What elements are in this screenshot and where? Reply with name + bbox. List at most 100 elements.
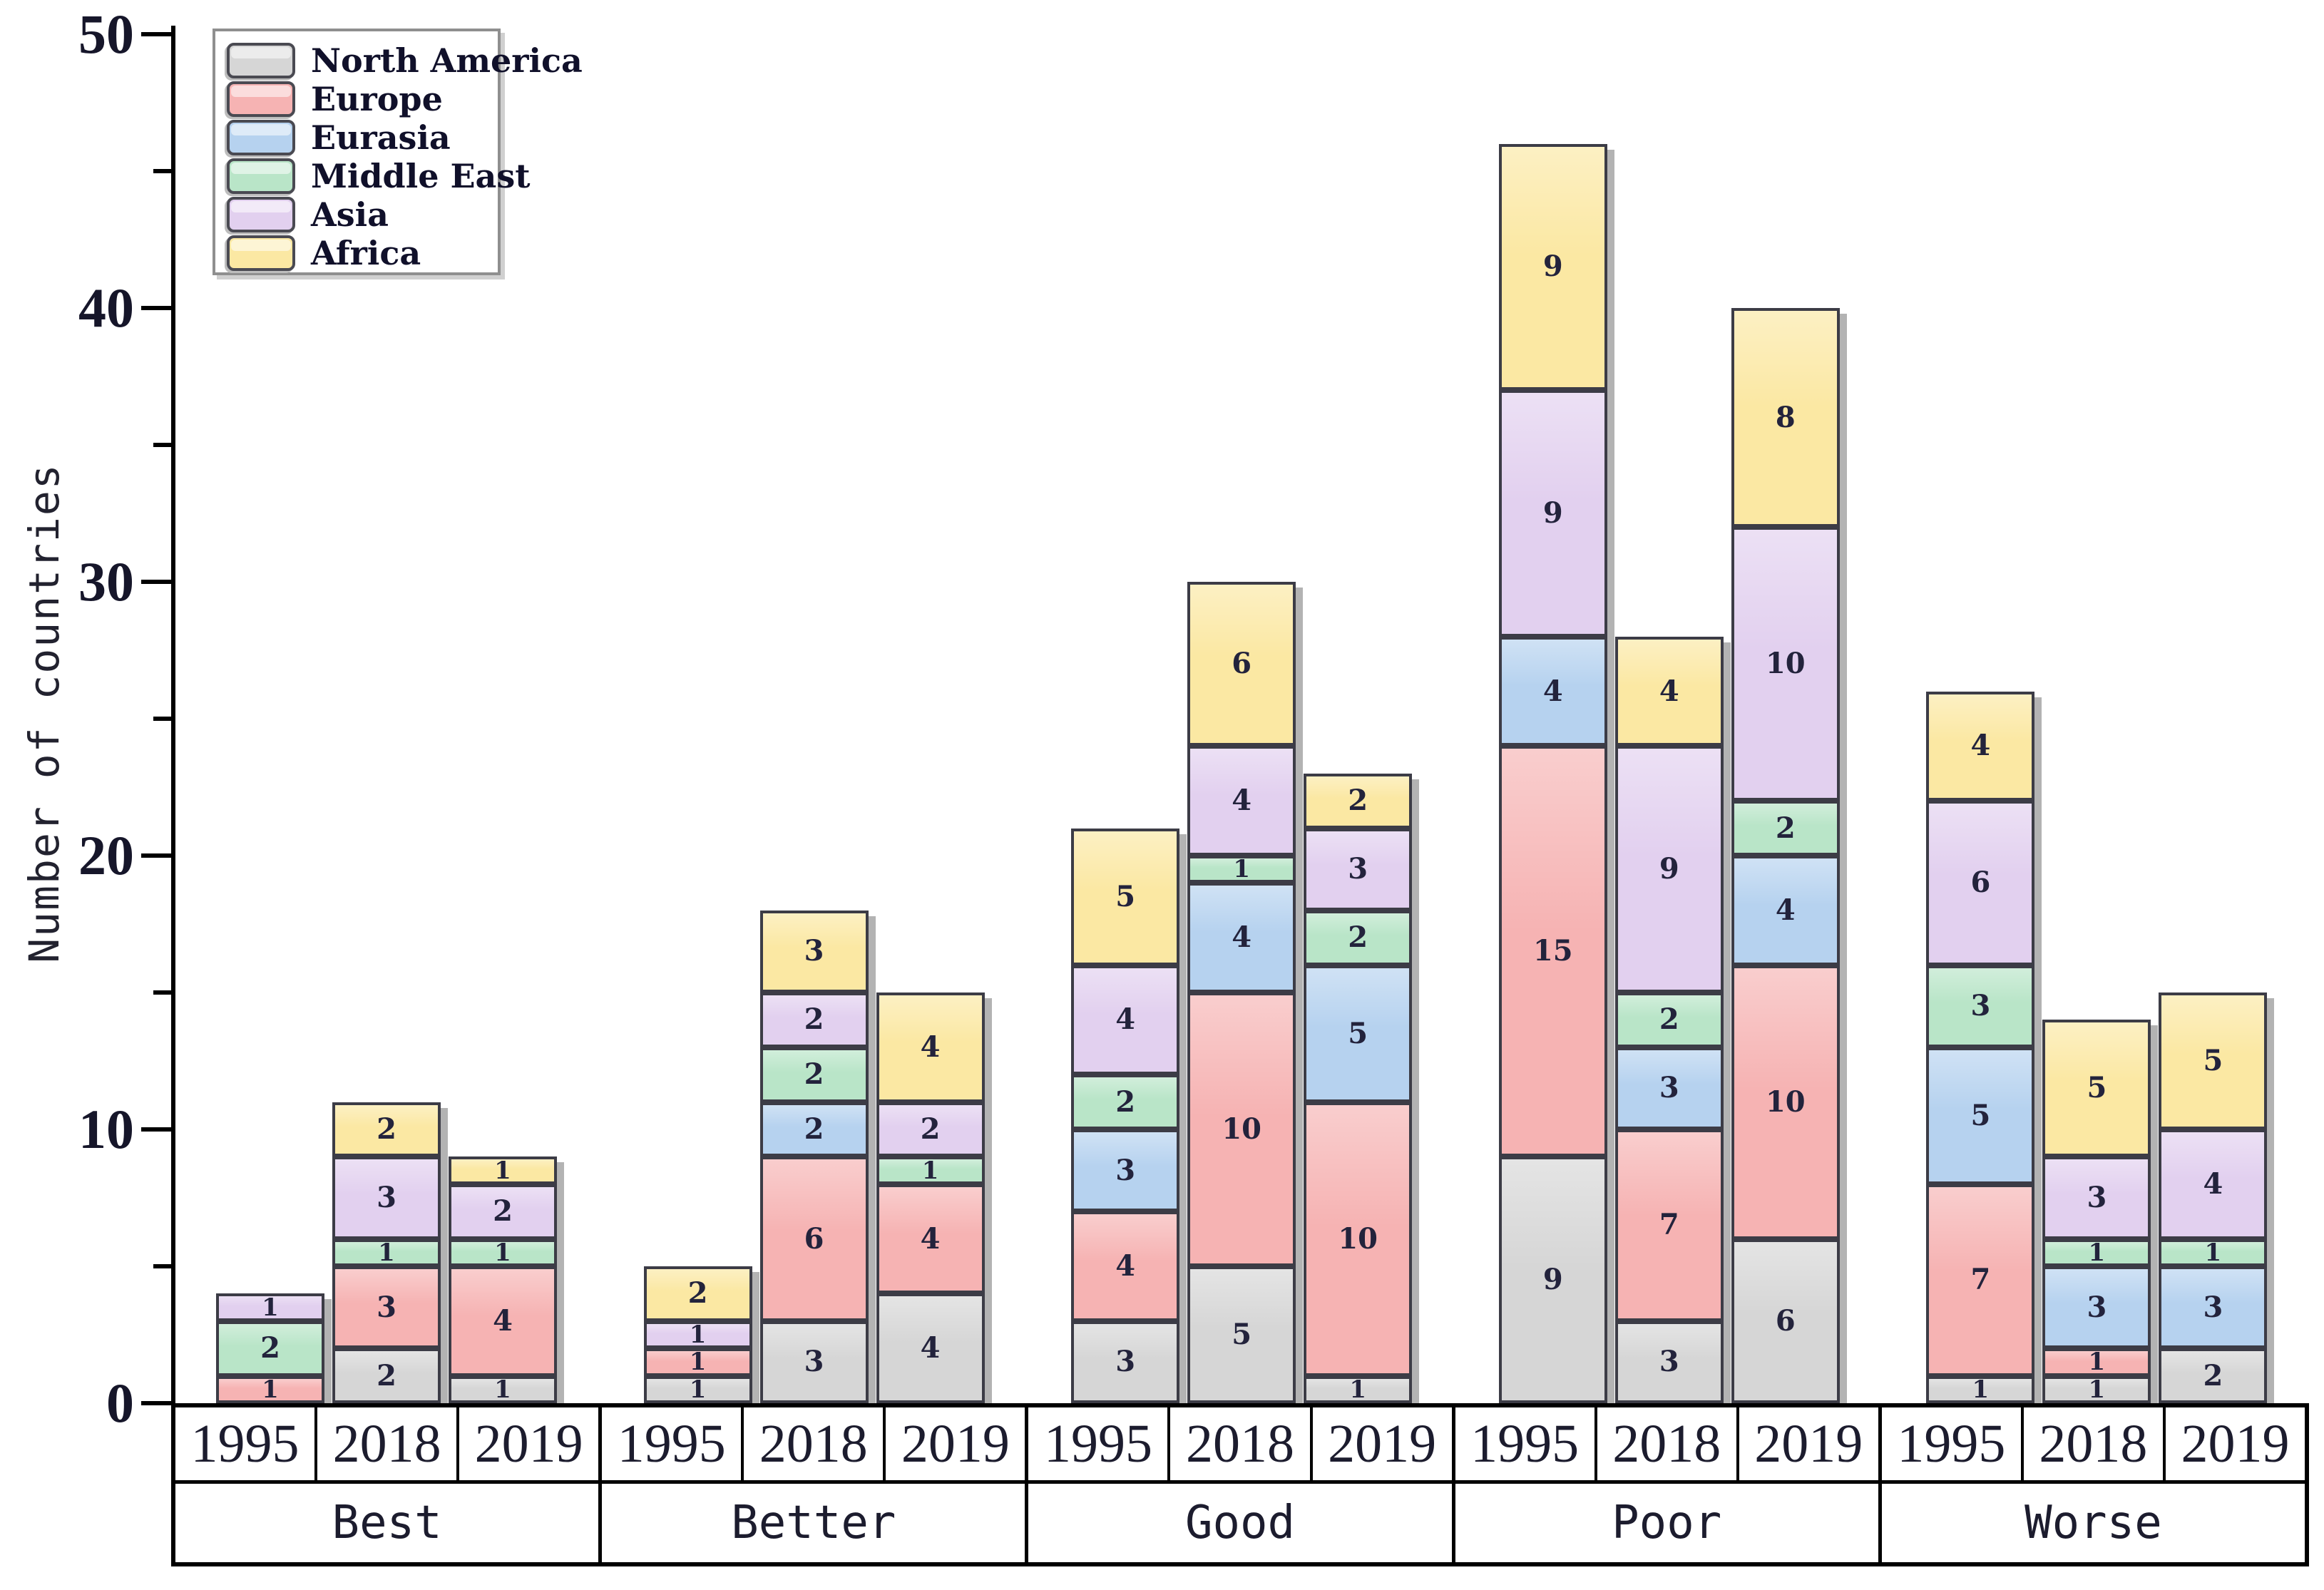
- legend-swatch-icon: [227, 158, 295, 194]
- bar-segment-middle-east: 1: [2042, 1238, 2151, 1266]
- year-row: 1995 2018 2019: [1455, 1407, 1878, 1484]
- y-axis-minor-tick: [153, 717, 171, 721]
- stacked-bar-good-1995: 3 4 3 2 4 5: [1071, 828, 1180, 1403]
- segment-value-label: 1: [689, 1348, 707, 1377]
- bar-segment-north-america: 1: [2042, 1375, 2151, 1404]
- bar-segment-eurasia: 2: [759, 1102, 869, 1157]
- segment-shine: [2045, 1351, 2149, 1373]
- bar-segment-asia: 1: [216, 1293, 324, 1321]
- bar-segment-eurasia: 3: [2042, 1266, 2151, 1349]
- segment-value-label: 1: [1233, 855, 1251, 884]
- group-column-good: 1995 2018 2019 Good: [1028, 1407, 1455, 1562]
- legend-item-middle-east: Middle East: [227, 157, 531, 195]
- segment-shine: [762, 1104, 866, 1154]
- bar-segment-europe: 10: [1731, 965, 1840, 1239]
- segment-value-label: 10: [1338, 1221, 1378, 1256]
- segment-shine: [879, 1159, 982, 1181]
- legend-item-eurasia: Eurasia: [227, 118, 486, 157]
- legend-label: Africa: [311, 234, 421, 272]
- y-axis-tick-label: 50: [78, 3, 134, 65]
- segment-value-label: 2: [1348, 784, 1368, 818]
- bar-segment-eurasia: 4: [1187, 883, 1296, 993]
- year-cell: 2018: [1170, 1407, 1313, 1480]
- stacked-bar-best-2018: 2 3 1 3 2: [332, 1102, 441, 1403]
- bar-segment-europe: 4: [1071, 1211, 1180, 1321]
- segment-value-label: 4: [1775, 893, 1796, 927]
- segment-value-label: 2: [377, 1112, 396, 1146]
- segment-shine: [451, 1241, 554, 1263]
- segment-shine: [879, 995, 982, 1099]
- segment-shine: [1306, 1378, 1410, 1400]
- segment-shine: [1074, 1132, 1177, 1209]
- stacked-bar-worse-1995: 1 7 5 3 6 4: [1926, 691, 2035, 1403]
- segment-value-label: 10: [1222, 1112, 1262, 1146]
- group-column-worse: 1995 2018 2019 Worse: [1881, 1407, 2305, 1562]
- group-label-cell: Good: [1028, 1484, 1452, 1562]
- bar-segment-asia: 2: [759, 993, 869, 1047]
- segment-value-label: 2: [920, 1112, 941, 1146]
- year-cell: 2018: [2023, 1407, 2166, 1480]
- segment-value-label: 4: [1970, 729, 1991, 763]
- year-cell: 1995: [175, 1407, 318, 1480]
- segment-shine: [1501, 749, 1604, 1154]
- segment-value-label: 3: [804, 934, 824, 968]
- segment-value-label: 8: [1775, 400, 1796, 434]
- segment-shine: [1190, 1269, 1294, 1400]
- year-row: 1995 2018 2019: [1028, 1407, 1452, 1484]
- segment-value-label: 1: [494, 1375, 511, 1404]
- segment-value-label: 1: [2088, 1375, 2106, 1404]
- segment-shine: [1190, 995, 1294, 1263]
- year-cell: 1995: [1028, 1407, 1171, 1480]
- y-axis-tick-label: 20: [78, 824, 134, 886]
- segment-value-label: 1: [2088, 1348, 2106, 1377]
- bar-segment-europe: 10: [1187, 993, 1296, 1266]
- bar-segment-asia: 4: [2159, 1129, 2268, 1239]
- stacked-bar-poor-1995: 9 15 4 9 9: [1498, 143, 1607, 1403]
- segment-shine: [1306, 831, 1410, 908]
- bar-segment-asia: 9: [1498, 390, 1607, 637]
- segment-value-label: 2: [1115, 1084, 1136, 1119]
- bar-segment-africa: 4: [1926, 691, 2035, 801]
- bar-segment-europe: 1: [2042, 1348, 2151, 1377]
- segment-shine: [335, 1159, 438, 1236]
- segment-shine: [1617, 749, 1721, 990]
- bar-segment-eurasia: 4: [1498, 636, 1607, 747]
- segment-value-label: 5: [1970, 1098, 1991, 1132]
- bar-segment-europe: 1: [216, 1375, 324, 1403]
- legend-label: Eurasia: [311, 118, 451, 157]
- bar-segment-middle-east: 2: [759, 1047, 869, 1102]
- segment-value-label: 2: [1659, 1002, 1679, 1037]
- stacked-bar-poor-2019: 6 10 4 2 10 8: [1731, 308, 1840, 1403]
- y-axis-tick-label: 0: [106, 1372, 134, 1434]
- bar-segment-africa: 3: [759, 910, 869, 993]
- bar-segment-eurasia: 3: [2159, 1266, 2268, 1349]
- segment-shine: [1929, 968, 2032, 1045]
- group-label-cell: Better: [602, 1484, 1025, 1562]
- segment-value-label: 5: [2203, 1044, 2223, 1077]
- segment-shine: [1306, 776, 1410, 826]
- segment-value-label: 3: [1115, 1345, 1136, 1379]
- segment-shine: [1617, 639, 1721, 744]
- segment-shine: [451, 1159, 554, 1181]
- bar-segment-middle-east: 3: [1926, 965, 2035, 1047]
- stacked-bar-good-2018: 5 10 4 1 4 6: [1187, 582, 1296, 1403]
- legend-swatch-icon: [227, 43, 295, 78]
- bar-segment-europe: 4: [449, 1266, 557, 1376]
- segment-value-label: 7: [1659, 1208, 1679, 1242]
- segment-value-label: 4: [920, 1331, 941, 1365]
- stacked-bar-poor-2018: 3 7 3 2 9 4: [1614, 636, 1724, 1403]
- segment-value-label: 2: [377, 1358, 396, 1392]
- stacked-bar-best-2019: 1 4 1 2 1: [449, 1156, 557, 1403]
- segment-shine: [879, 1186, 982, 1291]
- segment-shine: [1074, 831, 1177, 963]
- segment-shine: [762, 913, 866, 990]
- bar-segment-asia: 6: [1926, 801, 2035, 965]
- bar-segment-africa: 4: [1614, 636, 1724, 747]
- segment-shine: [1734, 858, 1837, 963]
- bar-segment-middle-east: 1: [449, 1238, 557, 1266]
- bar-segment-africa: 2: [332, 1102, 441, 1157]
- y-axis-tick-label: 30: [78, 550, 134, 612]
- segment-shine: [1501, 639, 1604, 744]
- bar-segment-north-america: 2: [2159, 1348, 2268, 1403]
- bar-segment-north-america: 4: [876, 1293, 985, 1403]
